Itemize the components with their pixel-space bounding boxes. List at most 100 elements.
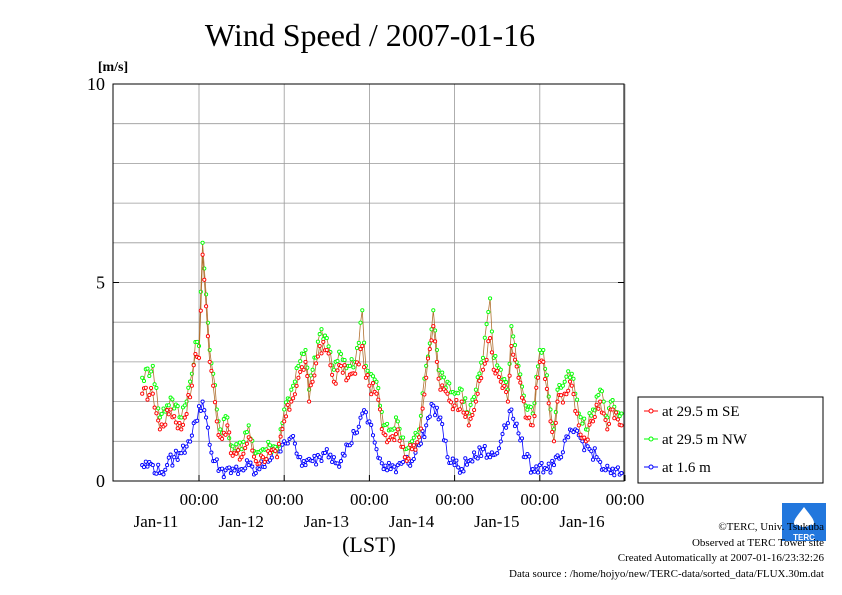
data-point [221,417,226,422]
data-point [175,426,180,431]
data-point [409,447,415,452]
data-point [534,464,539,469]
data-point [335,461,340,466]
data-point [615,417,620,422]
data-point [360,343,365,349]
data-point [301,367,306,372]
data-point [301,352,306,357]
data-point [434,359,439,364]
data-point [163,467,168,472]
data-point [376,386,381,391]
data-point [173,448,178,453]
data-point [157,415,162,420]
data-point [278,449,283,454]
data-point [582,435,587,440]
legend-label: at 29.5 m NW [662,432,748,448]
data-point [477,378,482,383]
data-point [310,459,315,464]
data-point [541,470,546,475]
data-point [495,368,500,373]
data-point [228,451,233,456]
data-point [495,451,500,456]
data-point [289,399,294,404]
data-point [473,399,478,404]
data-point [179,451,184,456]
data-point [143,459,148,464]
data-point [326,351,331,356]
data-point [175,457,180,462]
data-point [463,414,468,419]
data-point [514,421,519,426]
data-point [310,367,315,372]
data-point [605,427,610,432]
data-point [575,428,580,433]
data-point [580,421,585,426]
data-point [381,467,386,472]
data-point [555,453,560,458]
data-point [511,416,516,421]
data-point [314,361,319,366]
data-point [172,406,177,411]
data-point [140,375,145,380]
data-point [475,391,480,396]
data-point [349,441,354,446]
data-point [557,382,562,388]
data-point [479,453,484,459]
data-point [582,416,587,421]
data-point [448,460,454,465]
data-point [576,423,581,428]
data-point [443,438,448,443]
data-point [392,464,397,469]
data-point [278,434,283,439]
data-point [544,386,549,391]
data-point [409,439,415,444]
data-point [370,374,376,379]
data-point [342,453,347,458]
data-point [214,419,219,424]
data-point [431,308,436,313]
data-point [589,449,594,454]
data-point [486,452,491,457]
data-point [289,387,294,392]
data-point [493,353,498,359]
data-point [424,423,429,428]
data-point [441,375,447,380]
data-point [200,252,205,257]
data-point [292,379,297,384]
x-axis: 00:00Jan-1100:00Jan-1200:00Jan-1300:00Ja… [134,475,644,531]
data-point [610,466,615,471]
data-point [236,471,241,477]
data-point [188,379,193,384]
data-point [340,370,345,375]
data-point [282,407,287,412]
data-point [168,452,173,457]
data-point [170,397,175,402]
data-point [518,380,523,385]
data-point [528,470,533,475]
data-point [189,433,194,438]
data-point [180,443,186,448]
data-point [425,356,431,361]
y-axis: 0 5 10 [87,74,624,491]
data-point [377,456,383,461]
data-point [401,459,406,465]
data-point [267,458,273,463]
data-point [195,418,200,423]
data-point [362,340,367,345]
y-tick-label: 10 [87,74,105,94]
data-point [308,383,313,388]
data-point [571,376,576,381]
data-point [370,381,376,386]
data-point [161,406,166,411]
y-tick-label: 0 [96,471,105,491]
data-point [346,375,351,380]
data-point [491,367,496,372]
data-point [418,426,423,431]
data-point [157,427,162,432]
data-point [299,463,304,468]
data-point [154,411,159,416]
data-point [516,375,521,380]
data-point [527,454,532,459]
data-point [582,448,587,453]
data-point [484,322,489,327]
